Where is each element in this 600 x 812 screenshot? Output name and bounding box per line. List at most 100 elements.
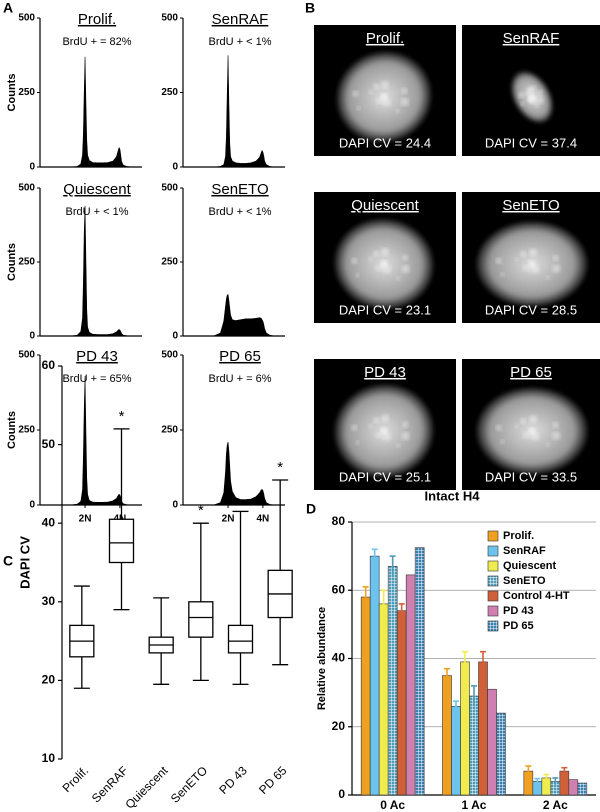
chart-title: Intact H4 [425,488,481,503]
histogram-area [70,205,132,337]
annotation: BrdU + < 1% [209,206,272,218]
speckle [520,417,527,424]
box [227,624,254,654]
speckle [381,94,387,100]
y-axis-label: Counts [6,243,18,281]
y-tick-label: 500 [18,350,35,361]
speckle [401,87,408,94]
speckle [368,257,373,262]
speckle [355,273,360,278]
speckle [522,264,529,271]
legend-swatch [487,590,499,602]
speckle [529,248,538,257]
legend-swatch [487,530,499,542]
image-title: SenETO [502,197,559,214]
image-title: Prolif. [366,30,404,47]
micrograph: PD 43 DAPI CV = 25.1 [314,359,456,490]
speckle [531,265,540,274]
speckle [381,247,390,256]
significance-marker: * [198,502,204,519]
y-tick-label: 0 [172,162,178,173]
bar [405,574,416,796]
speckle [500,272,505,277]
micrograph: Prolif. DAPI CV = 24.4 [314,25,456,156]
box [188,601,214,638]
speckle [529,415,538,424]
legend-swatch [487,605,499,617]
y-tick-label: 250 [161,257,178,268]
x-tick-label: PD 43 [216,763,250,797]
bar [442,675,452,796]
speckle [514,424,519,429]
x-tick-label: Prolif. [60,763,92,795]
speckle [535,103,540,108]
speckle [373,250,380,257]
y-tick-label: 0 [29,500,35,511]
speckle [400,97,409,106]
panel-label: B [305,0,315,16]
y-tick-label: 500 [18,183,35,194]
speckle [545,442,550,447]
y-axis-label: DAPI CV [17,536,32,589]
speckle [380,80,389,89]
speckle [535,96,544,105]
legend-label: Quiescent [503,560,557,572]
legend-label: SenRAF [503,545,546,557]
speckle [373,83,380,90]
x-tick-label: 4N [257,514,270,525]
speckle [528,434,533,439]
speckle [396,276,401,281]
speckle [381,428,387,434]
image-title: PD 65 [510,364,552,381]
annotation: BrdU + = 6% [209,373,272,385]
speckle [495,257,502,264]
legend-swatch [487,560,499,572]
y-axis-label: Counts [6,411,18,449]
y-tick-label: 0 [29,162,35,173]
panel-label: A [3,0,13,16]
speckle [402,254,409,261]
bar [469,695,479,796]
y-tick-label: 500 [18,13,35,24]
chart-title: Prolif. [78,11,116,28]
speckle [529,261,535,267]
bar [360,596,371,796]
legend-label: Control 4-HT [503,590,570,602]
y-tick-label: 250 [161,87,178,98]
annotation: BrdU + < 1% [209,36,272,48]
speckle [396,443,401,448]
y-tick-label: 500 [161,350,178,361]
speckle [522,432,529,439]
y-tick-label: 0 [29,331,35,342]
y-tick-label: 0 [172,331,178,342]
chart-title: SenRAF [212,11,269,28]
speckle [383,265,392,274]
annotation: BrdU + = 82% [62,36,131,48]
speckle [368,424,373,429]
y-tick-label: 40 [42,515,56,529]
histogram-area [213,294,275,337]
image-title: SenRAF [503,30,560,47]
speckle [373,417,380,424]
micrograph: SenETO DAPI CV = 28.5 [462,192,600,323]
bar [460,661,470,796]
speckle [401,432,410,441]
x-tick-label: PD 65 [256,763,290,797]
image-caption: DAPI CV = 24.4 [339,135,431,150]
speckle [526,87,533,94]
y-tick-label: 50 [42,437,56,451]
speckle [395,109,400,114]
legend-swatch [487,575,499,587]
speckle [529,428,535,434]
x-tick-label: 2N [79,514,92,525]
micrograph: PD 65 DAPI CV = 33.5 [462,359,600,490]
speckle [520,101,525,106]
speckle [495,424,502,431]
legend-swatch [487,620,499,632]
y-tick-label: 80 [332,514,346,528]
chart-title: PD 43 [76,348,118,365]
legend-label: PD 43 [503,605,534,617]
y-tick-label: 500 [161,13,178,24]
legend-label: PD 65 [503,620,534,632]
bar [487,688,497,796]
